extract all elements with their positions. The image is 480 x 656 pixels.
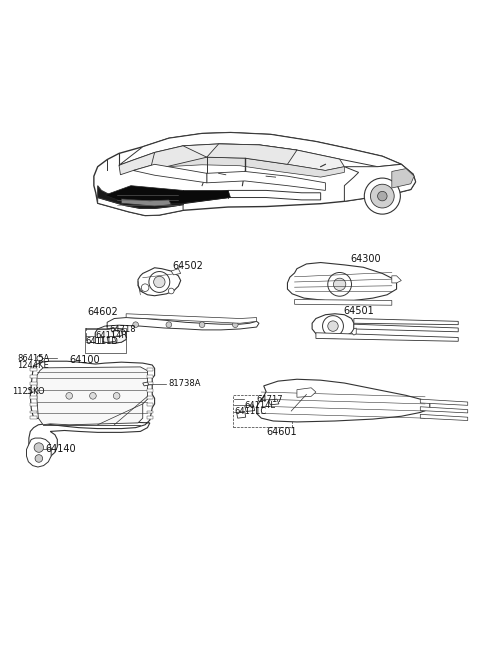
Polygon shape — [107, 337, 116, 342]
Text: 64114R: 64114R — [96, 331, 128, 340]
Text: 64111C: 64111C — [234, 407, 266, 417]
Circle shape — [166, 322, 172, 327]
Polygon shape — [295, 300, 392, 305]
Polygon shape — [121, 199, 171, 206]
Polygon shape — [96, 318, 259, 343]
Polygon shape — [316, 333, 458, 341]
Circle shape — [328, 272, 351, 297]
Polygon shape — [97, 186, 183, 209]
Circle shape — [364, 178, 400, 214]
Text: 86415A: 86415A — [17, 354, 49, 363]
Polygon shape — [171, 269, 180, 275]
Text: 64300: 64300 — [350, 255, 381, 264]
Text: 1244KE: 1244KE — [17, 361, 49, 369]
Text: 64140: 64140 — [46, 444, 76, 454]
Polygon shape — [30, 411, 37, 413]
Polygon shape — [30, 417, 37, 419]
Text: 64602: 64602 — [87, 307, 118, 317]
Circle shape — [141, 284, 149, 291]
Polygon shape — [420, 399, 468, 405]
Polygon shape — [119, 133, 401, 167]
Polygon shape — [147, 411, 153, 413]
Polygon shape — [150, 157, 344, 177]
Polygon shape — [147, 389, 153, 392]
Polygon shape — [147, 382, 153, 385]
Polygon shape — [288, 262, 396, 300]
Polygon shape — [30, 368, 37, 371]
Text: 64718: 64718 — [109, 325, 136, 334]
Polygon shape — [30, 403, 37, 406]
Polygon shape — [155, 144, 344, 171]
Polygon shape — [147, 396, 153, 399]
Polygon shape — [268, 399, 279, 405]
Circle shape — [199, 322, 205, 327]
Text: 64114L: 64114L — [245, 401, 276, 410]
Circle shape — [113, 392, 120, 399]
Polygon shape — [30, 396, 37, 399]
Polygon shape — [126, 314, 257, 323]
Polygon shape — [41, 363, 49, 368]
Polygon shape — [344, 164, 416, 201]
Polygon shape — [147, 417, 153, 419]
Circle shape — [371, 184, 394, 208]
Circle shape — [35, 455, 43, 462]
Polygon shape — [207, 144, 297, 164]
Polygon shape — [354, 319, 458, 325]
Polygon shape — [420, 415, 468, 420]
Polygon shape — [147, 403, 153, 406]
Polygon shape — [97, 197, 183, 216]
Polygon shape — [150, 146, 207, 171]
Polygon shape — [392, 276, 401, 283]
Circle shape — [323, 316, 343, 337]
Text: 64717: 64717 — [257, 395, 283, 403]
Text: 64100: 64100 — [69, 356, 100, 365]
Polygon shape — [113, 331, 122, 337]
Polygon shape — [37, 367, 147, 425]
Polygon shape — [420, 407, 468, 413]
Polygon shape — [133, 164, 207, 183]
Polygon shape — [105, 186, 230, 204]
Polygon shape — [183, 190, 321, 204]
Polygon shape — [147, 375, 153, 378]
Polygon shape — [119, 152, 155, 174]
Circle shape — [334, 278, 346, 291]
Polygon shape — [29, 361, 155, 459]
Circle shape — [232, 322, 238, 327]
Polygon shape — [354, 324, 458, 332]
Circle shape — [168, 288, 174, 294]
Polygon shape — [297, 388, 316, 398]
Polygon shape — [257, 379, 430, 422]
Polygon shape — [237, 411, 246, 418]
Circle shape — [34, 443, 44, 452]
Circle shape — [90, 392, 96, 399]
Circle shape — [37, 356, 43, 361]
Text: 64111D: 64111D — [86, 337, 119, 346]
Polygon shape — [26, 438, 51, 467]
Text: 64501: 64501 — [343, 306, 374, 316]
Polygon shape — [392, 169, 414, 188]
Polygon shape — [312, 314, 354, 338]
Polygon shape — [96, 328, 126, 343]
Polygon shape — [207, 171, 325, 190]
Polygon shape — [30, 375, 37, 378]
Polygon shape — [138, 268, 180, 296]
Circle shape — [149, 272, 170, 293]
Polygon shape — [30, 389, 37, 392]
Polygon shape — [245, 405, 255, 411]
Polygon shape — [143, 382, 149, 386]
Text: 64601: 64601 — [266, 427, 297, 437]
Circle shape — [154, 276, 165, 288]
Circle shape — [328, 321, 338, 331]
Circle shape — [66, 392, 72, 399]
Text: 81738A: 81738A — [168, 379, 200, 388]
Text: 64502: 64502 — [172, 261, 203, 272]
Polygon shape — [96, 337, 102, 343]
Polygon shape — [351, 328, 356, 335]
Circle shape — [133, 322, 138, 327]
Polygon shape — [30, 382, 37, 385]
Circle shape — [378, 192, 387, 201]
Text: 1125KO: 1125KO — [12, 386, 45, 396]
Polygon shape — [94, 133, 416, 216]
Polygon shape — [147, 368, 153, 371]
